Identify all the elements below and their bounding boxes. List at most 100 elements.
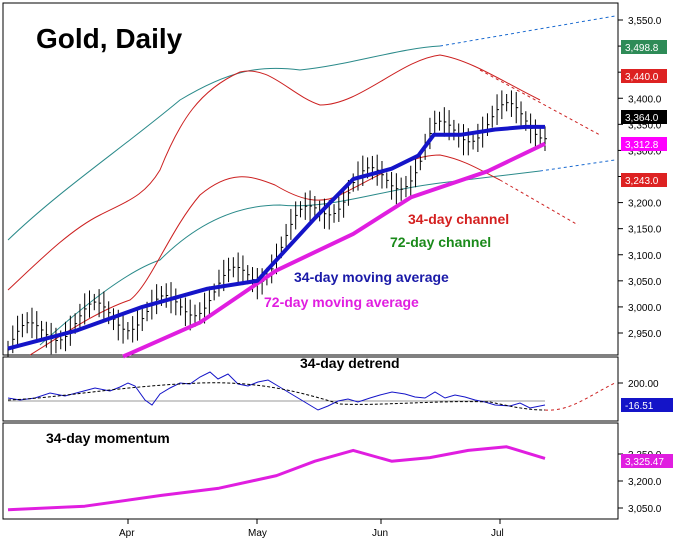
- price-bar: [534, 119, 538, 150]
- price-bar: [362, 155, 365, 186]
- last-value-box: 3,364.0: [621, 110, 667, 124]
- price-bar: [491, 105, 495, 128]
- price-bar: [175, 288, 178, 316]
- detrend-projection: [544, 382, 616, 411]
- price-bar: [45, 321, 49, 348]
- price-bar: [429, 117, 432, 150]
- price-bar: [415, 158, 418, 188]
- price-bar: [290, 208, 293, 240]
- price-bar: [338, 196, 341, 222]
- price-bar: [184, 297, 188, 326]
- svg-text:3,498.8: 3,498.8: [625, 43, 659, 54]
- price-bar: [472, 133, 476, 150]
- price-bar: [434, 110, 437, 136]
- price-bar: [477, 123, 480, 153]
- price-tick-label: 3,100.0: [628, 251, 662, 262]
- detrend-oscillator: [7, 371, 616, 411]
- annotation-72-day-channel: 72-day channel: [390, 234, 491, 250]
- price-bar: [285, 223, 289, 247]
- price-bar: [98, 289, 102, 318]
- price-tick-label: 3,400.0: [628, 94, 662, 105]
- price-tick-label: 3,150.0: [628, 225, 662, 236]
- price-bar: [208, 286, 212, 315]
- price-bar: [84, 293, 87, 325]
- price-bar: [544, 126, 547, 152]
- annotation-34-day-moving-average: 34-day moving average: [294, 269, 449, 285]
- last-value-labels: 3,498.8 3,440.0 3,364.0 3,312.8 3,243.0 -16.5…: [621, 40, 673, 468]
- price-panel: [2, 2, 619, 356]
- price-bar: [506, 93, 509, 112]
- price-bar: [462, 124, 466, 156]
- price-bar: [218, 269, 221, 297]
- 72-day-channel-projection: [439, 15, 616, 172]
- price-bar: [79, 303, 82, 328]
- price-bar: [271, 254, 274, 284]
- price-bar: [103, 291, 106, 323]
- price-bar: [309, 190, 313, 222]
- last-value-box: 3,312.8: [621, 137, 667, 151]
- price-bar: [295, 201, 298, 230]
- price-bar: [352, 173, 356, 192]
- price-tick-label: 3,000.0: [628, 303, 662, 314]
- price-bar: [180, 298, 183, 316]
- price-tick-label: 3,350.0: [628, 120, 662, 131]
- price-bar: [496, 94, 500, 125]
- 72-day-channel-upper: [7, 45, 441, 241]
- price-bar: [520, 101, 524, 127]
- last-value-box: 3,243.0: [621, 173, 667, 187]
- price-bar: [36, 311, 39, 341]
- detrend-tick-label: 200.00: [628, 379, 659, 390]
- 34-day-channel-upper: [7, 54, 541, 291]
- price-bar: [333, 204, 337, 223]
- price-bar: [501, 90, 504, 120]
- momentum-title: 34-day momentum: [46, 430, 170, 446]
- price-bar: [127, 322, 130, 340]
- price-bar: [136, 309, 140, 341]
- svg-text:3,440.0: 3,440.0: [625, 72, 659, 83]
- svg-text:3,325.47: 3,325.47: [625, 457, 664, 468]
- price-tick-label: 3,200.0: [628, 199, 662, 210]
- price-bar: [132, 316, 135, 343]
- annotation-34-day-channel: 34-day channel: [408, 211, 509, 227]
- last-value-box: 3,498.8: [621, 40, 667, 54]
- price-bar: [55, 327, 58, 354]
- detrend-panel: [2, 356, 619, 422]
- price-bar: [405, 175, 408, 198]
- 34-day-moving-average-line: [7, 124, 545, 351]
- momentum-line: [7, 445, 546, 512]
- price-bar: [410, 165, 413, 197]
- price-bar: [41, 320, 44, 340]
- price-bar: [515, 92, 519, 124]
- 34-day-channel: [7, 54, 541, 356]
- price-bar: [232, 257, 236, 278]
- detrend-axis: 200.00: [618, 379, 659, 390]
- price-bar: [165, 283, 169, 308]
- last-value-box: 3,325.47: [621, 454, 673, 468]
- month-label: Apr: [119, 528, 135, 539]
- price-bar: [395, 173, 399, 205]
- price-bar: [453, 119, 456, 141]
- month-label: Jun: [372, 528, 388, 539]
- detrend-wave: [7, 382, 546, 411]
- last-value-box: -16.51: [621, 398, 673, 412]
- price-bar: [156, 284, 159, 315]
- month-axis: Apr May Jun Jul: [119, 519, 504, 539]
- chart-title: Gold, Daily: [36, 23, 183, 54]
- price-bar: [26, 312, 30, 334]
- price-bar: [400, 177, 404, 201]
- annotation-72-day-moving-average: 72-day moving average: [264, 294, 419, 310]
- 72-day-moving-average-line: [122, 141, 546, 359]
- price-bar: [510, 90, 514, 117]
- price-tick-label: 3,050.0: [628, 277, 662, 288]
- price-bar: [122, 314, 126, 344]
- price-tick-label: 2,950.0: [628, 329, 662, 340]
- price-bar: [304, 192, 308, 220]
- price-bar: [17, 315, 20, 347]
- price-bar: [299, 201, 303, 218]
- price-bar: [21, 313, 25, 338]
- price-bar: [386, 172, 389, 189]
- price-bar: [381, 160, 384, 189]
- svg-text:3,364.0: 3,364.0: [625, 113, 659, 124]
- price-bar: [391, 171, 394, 200]
